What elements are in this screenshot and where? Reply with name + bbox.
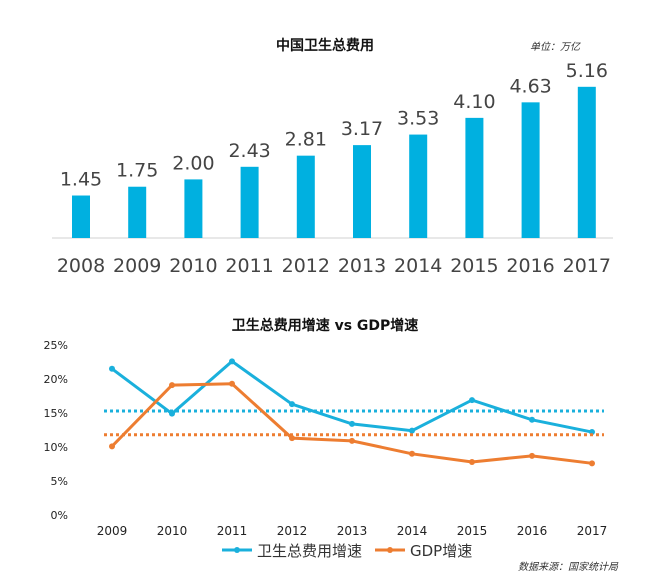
bar-value-label: 5.16 <box>566 60 608 82</box>
x-tick-label: 2014 <box>397 524 428 538</box>
legend-marker <box>234 547 240 553</box>
x-tick-label: 2015 <box>450 255 498 277</box>
y-tick-label: 25% <box>44 339 68 352</box>
x-tick-label: 2008 <box>57 255 105 277</box>
y-tick-label: 0% <box>51 509 68 522</box>
x-tick-label: 2016 <box>506 255 554 277</box>
bar-2015 <box>465 117 484 238</box>
y-tick-label: 5% <box>51 475 68 488</box>
bar-2009 <box>128 186 147 238</box>
data-point <box>109 443 115 450</box>
data-point <box>529 416 535 423</box>
x-tick-label: 2011 <box>225 255 273 277</box>
bar-2010 <box>184 179 203 238</box>
x-tick-label: 2014 <box>394 255 442 277</box>
data-point <box>409 450 415 457</box>
data-point <box>289 401 295 408</box>
x-tick-label: 2010 <box>169 255 217 277</box>
source-note: 数据来源：国家统计局 <box>518 561 619 573</box>
x-tick-label: 2009 <box>97 524 128 538</box>
data-point <box>229 358 235 365</box>
data-point <box>169 410 175 417</box>
bar-2011 <box>240 166 259 238</box>
unit-label: 单位：万亿 <box>530 41 581 53</box>
legend-marker <box>387 547 393 553</box>
data-point <box>589 460 595 467</box>
line-chart-title: 卫生总费用增速 vs GDP增速 <box>232 317 419 334</box>
x-tick-label: 2015 <box>457 524 488 538</box>
data-point <box>229 380 235 387</box>
bar-value-label: 2.00 <box>172 152 214 174</box>
x-tick-label: 2012 <box>277 524 308 538</box>
bar-value-label: 2.81 <box>285 129 327 151</box>
bar-2014 <box>409 134 428 238</box>
data-point <box>469 458 475 465</box>
x-tick-label: 2012 <box>282 255 330 277</box>
bar-value-label: 3.17 <box>341 118 383 140</box>
data-point <box>409 427 415 434</box>
bar-value-label: 3.53 <box>397 108 439 130</box>
x-tick-label: 2010 <box>157 524 188 538</box>
y-tick-label: 10% <box>44 441 68 454</box>
x-tick-label: 2017 <box>563 255 611 277</box>
data-point <box>169 382 175 389</box>
bar-chart-title: 中国卫生总费用 <box>276 37 374 54</box>
bar-2008 <box>72 195 90 238</box>
x-tick-label: 2011 <box>217 524 248 538</box>
data-point <box>289 435 295 442</box>
data-point <box>349 420 355 427</box>
bar-value-label: 2.43 <box>228 140 270 162</box>
bar-2016 <box>521 102 540 238</box>
y-tick-label: 15% <box>44 407 68 420</box>
bar-value-label: 4.10 <box>453 91 495 113</box>
data-point <box>349 437 355 444</box>
bar-value-label: 4.63 <box>509 75 551 97</box>
data-point <box>109 365 115 372</box>
x-tick-label: 2013 <box>337 524 368 538</box>
x-tick-label: 2009 <box>113 255 161 277</box>
bar-2013 <box>353 145 371 238</box>
y-tick-label: 20% <box>44 373 68 386</box>
bar-value-label: 1.75 <box>116 160 158 182</box>
x-tick-label: 2017 <box>577 524 608 538</box>
x-tick-label: 2016 <box>517 524 548 538</box>
x-tick-label: 2013 <box>338 255 386 277</box>
bar-2012 <box>296 155 315 238</box>
data-point <box>469 397 475 404</box>
bar-value-label: 1.45 <box>60 169 102 191</box>
legend-label: GDP增速 <box>410 542 472 560</box>
bar-2017 <box>577 86 596 238</box>
legend-label: 卫生总费用增速 <box>257 542 362 560</box>
data-point <box>529 452 535 459</box>
